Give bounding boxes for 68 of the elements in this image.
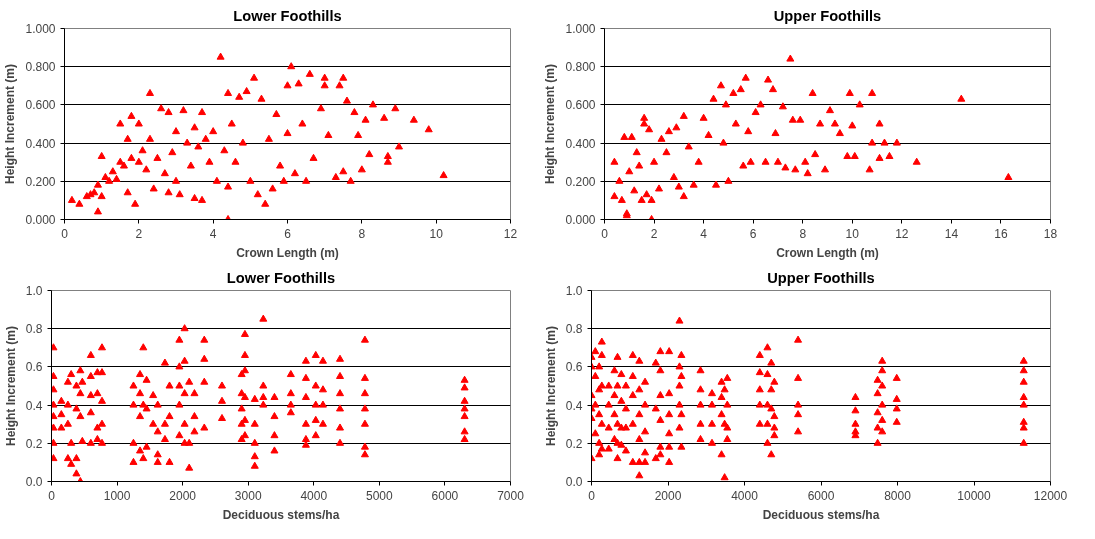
chart-title: Upper Foothills — [773, 7, 882, 24]
y-axis-title: Height Increment (m) — [543, 325, 558, 447]
x-tick-label: 3000 — [234, 488, 262, 503]
x-tick-label: 2000 — [169, 488, 197, 503]
x-tick-label: 4 — [700, 226, 708, 241]
x-tick-label: 8000 — [884, 488, 912, 503]
y-axis-title: Height Increment (m) — [3, 63, 18, 185]
y-tick-label: 0.8 — [565, 322, 583, 337]
x-tick-label: 4000 — [731, 488, 759, 503]
x-axis-title: Deciduous stems/ha — [762, 507, 880, 522]
x-tick-label: 4 — [209, 226, 217, 241]
x-tick-label: 6000 — [807, 488, 835, 503]
x-tick-label: 0 — [588, 488, 596, 503]
y-tick-label: 0.800 — [25, 60, 56, 75]
y-tick-label: 0.800 — [565, 60, 596, 75]
y-tick-label: 1.0 — [25, 284, 43, 298]
x-tick-label: 6 — [749, 226, 757, 241]
x-tick-label: 12 — [895, 226, 909, 241]
y-tick-label: 0.400 — [25, 136, 56, 151]
x-tick-label: 2 — [135, 226, 143, 241]
y-tick-label: 0.600 — [565, 98, 596, 113]
x-tick-label: 10 — [429, 226, 444, 241]
x-tick-label: 8 — [799, 226, 807, 241]
y-tick-label: 0.200 — [565, 174, 596, 189]
y-axis-title: Height Increment (m) — [3, 325, 18, 447]
x-tick-label: 1000 — [103, 488, 131, 503]
y-tick-label: 0.6 — [565, 360, 583, 375]
x-tick-label: 0 — [48, 488, 56, 503]
y-tick-label: 0.4 — [25, 398, 43, 413]
chart-title: Lower Foothills — [233, 7, 342, 24]
y-tick-label: 1.000 — [25, 22, 56, 36]
y-tick-label: 0.0 — [25, 475, 43, 489]
x-tick-label: 12 — [503, 226, 518, 241]
y-tick-label: 0.000 — [565, 213, 596, 227]
x-tick-label: 10000 — [957, 488, 992, 503]
y-tick-label: 1.000 — [565, 22, 596, 36]
chart-title: Lower Foothills — [226, 269, 336, 286]
y-tick-label: 0.200 — [25, 174, 56, 189]
x-tick-label: 0 — [601, 226, 609, 241]
x-tick-label: 10 — [845, 226, 860, 241]
y-axis-title: Height Increment (m) — [543, 63, 558, 185]
x-axis-title: Crown Length (m) — [776, 245, 879, 260]
y-tick-label: 0.2 — [25, 436, 43, 451]
x-tick-label: 14 — [944, 226, 959, 241]
x-tick-label: 2000 — [654, 488, 682, 503]
chart-title: Upper Foothills — [767, 269, 875, 286]
y-tick-label: 0.400 — [565, 136, 596, 151]
x-tick-label: 6 — [284, 226, 292, 241]
y-tick-label: 0.6 — [25, 360, 43, 375]
y-tick-label: 0.8 — [25, 322, 43, 337]
y-tick-label: 1.0 — [565, 284, 583, 298]
y-tick-label: 0.4 — [565, 398, 583, 413]
x-tick-label: 0 — [61, 226, 69, 241]
x-tick-label: 2 — [650, 226, 658, 241]
x-tick-label: 8 — [358, 226, 366, 241]
x-tick-label: 6000 — [431, 488, 459, 503]
y-tick-label: 0.600 — [25, 98, 56, 113]
x-tick-label: 18 — [1043, 226, 1058, 241]
y-tick-label: 0.000 — [25, 213, 56, 227]
x-tick-label: 12000 — [1033, 488, 1068, 503]
x-tick-label: 5000 — [366, 488, 394, 503]
x-axis-title: Crown Length (m) — [236, 245, 339, 260]
x-tick-label: 4000 — [300, 488, 328, 503]
x-tick-label: 16 — [994, 226, 1008, 241]
y-tick-label: 0.0 — [565, 475, 583, 489]
x-tick-label: 7000 — [497, 488, 525, 503]
y-tick-label: 0.2 — [565, 436, 583, 451]
x-axis-title: Deciduous stems/ha — [222, 507, 340, 522]
